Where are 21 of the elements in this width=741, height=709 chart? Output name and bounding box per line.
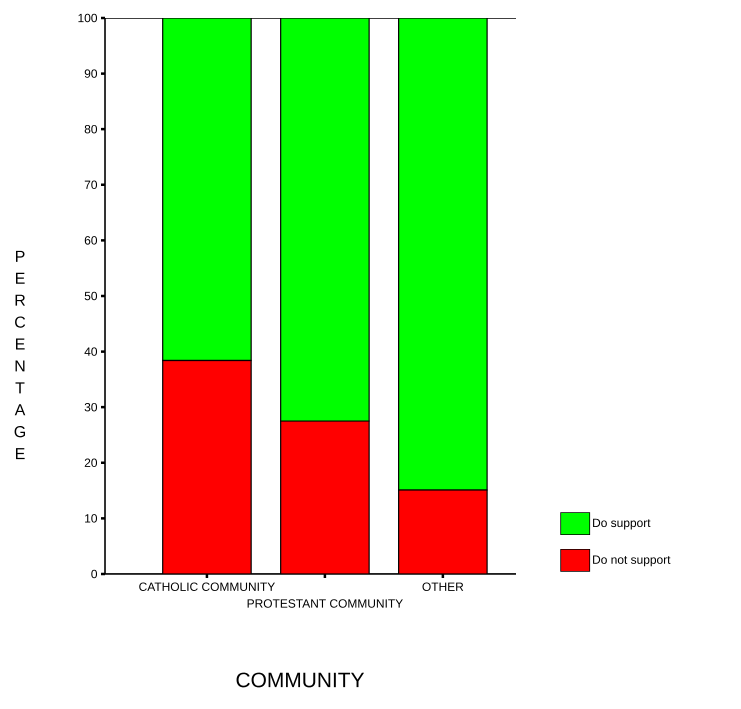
y-tick-label: 20	[84, 458, 98, 468]
y-tick-label: 40	[84, 347, 98, 356]
legend-label: Do not support	[593, 556, 670, 566]
y-tick-label: 30	[84, 402, 98, 412]
legend-label: Do support	[593, 518, 650, 530]
x-tick-label: CATHOLIC COMMUNITY	[139, 582, 275, 591]
y-tick-label: 90	[84, 69, 98, 78]
bar	[398, 489, 488, 574]
bar	[162, 360, 252, 574]
y-tick-label: 50	[84, 292, 98, 300]
y-tick-label: 80	[84, 124, 98, 134]
bar	[280, 420, 370, 574]
y-tick-label: 70	[84, 180, 98, 190]
y-tick-label: 10	[85, 514, 98, 523]
x-tick-label: PROTESTANT COMMUNITY	[248, 599, 403, 608]
x-axis-title: COMMUNITY	[236, 672, 364, 688]
y-tick-label: 0	[91, 570, 98, 578]
y-tick-label: 100	[78, 14, 98, 22]
y-tick-label: 60	[84, 236, 98, 245]
text: PERCENTAGE	[14, 250, 26, 460]
x-tick-label: OTHER	[422, 582, 464, 591]
